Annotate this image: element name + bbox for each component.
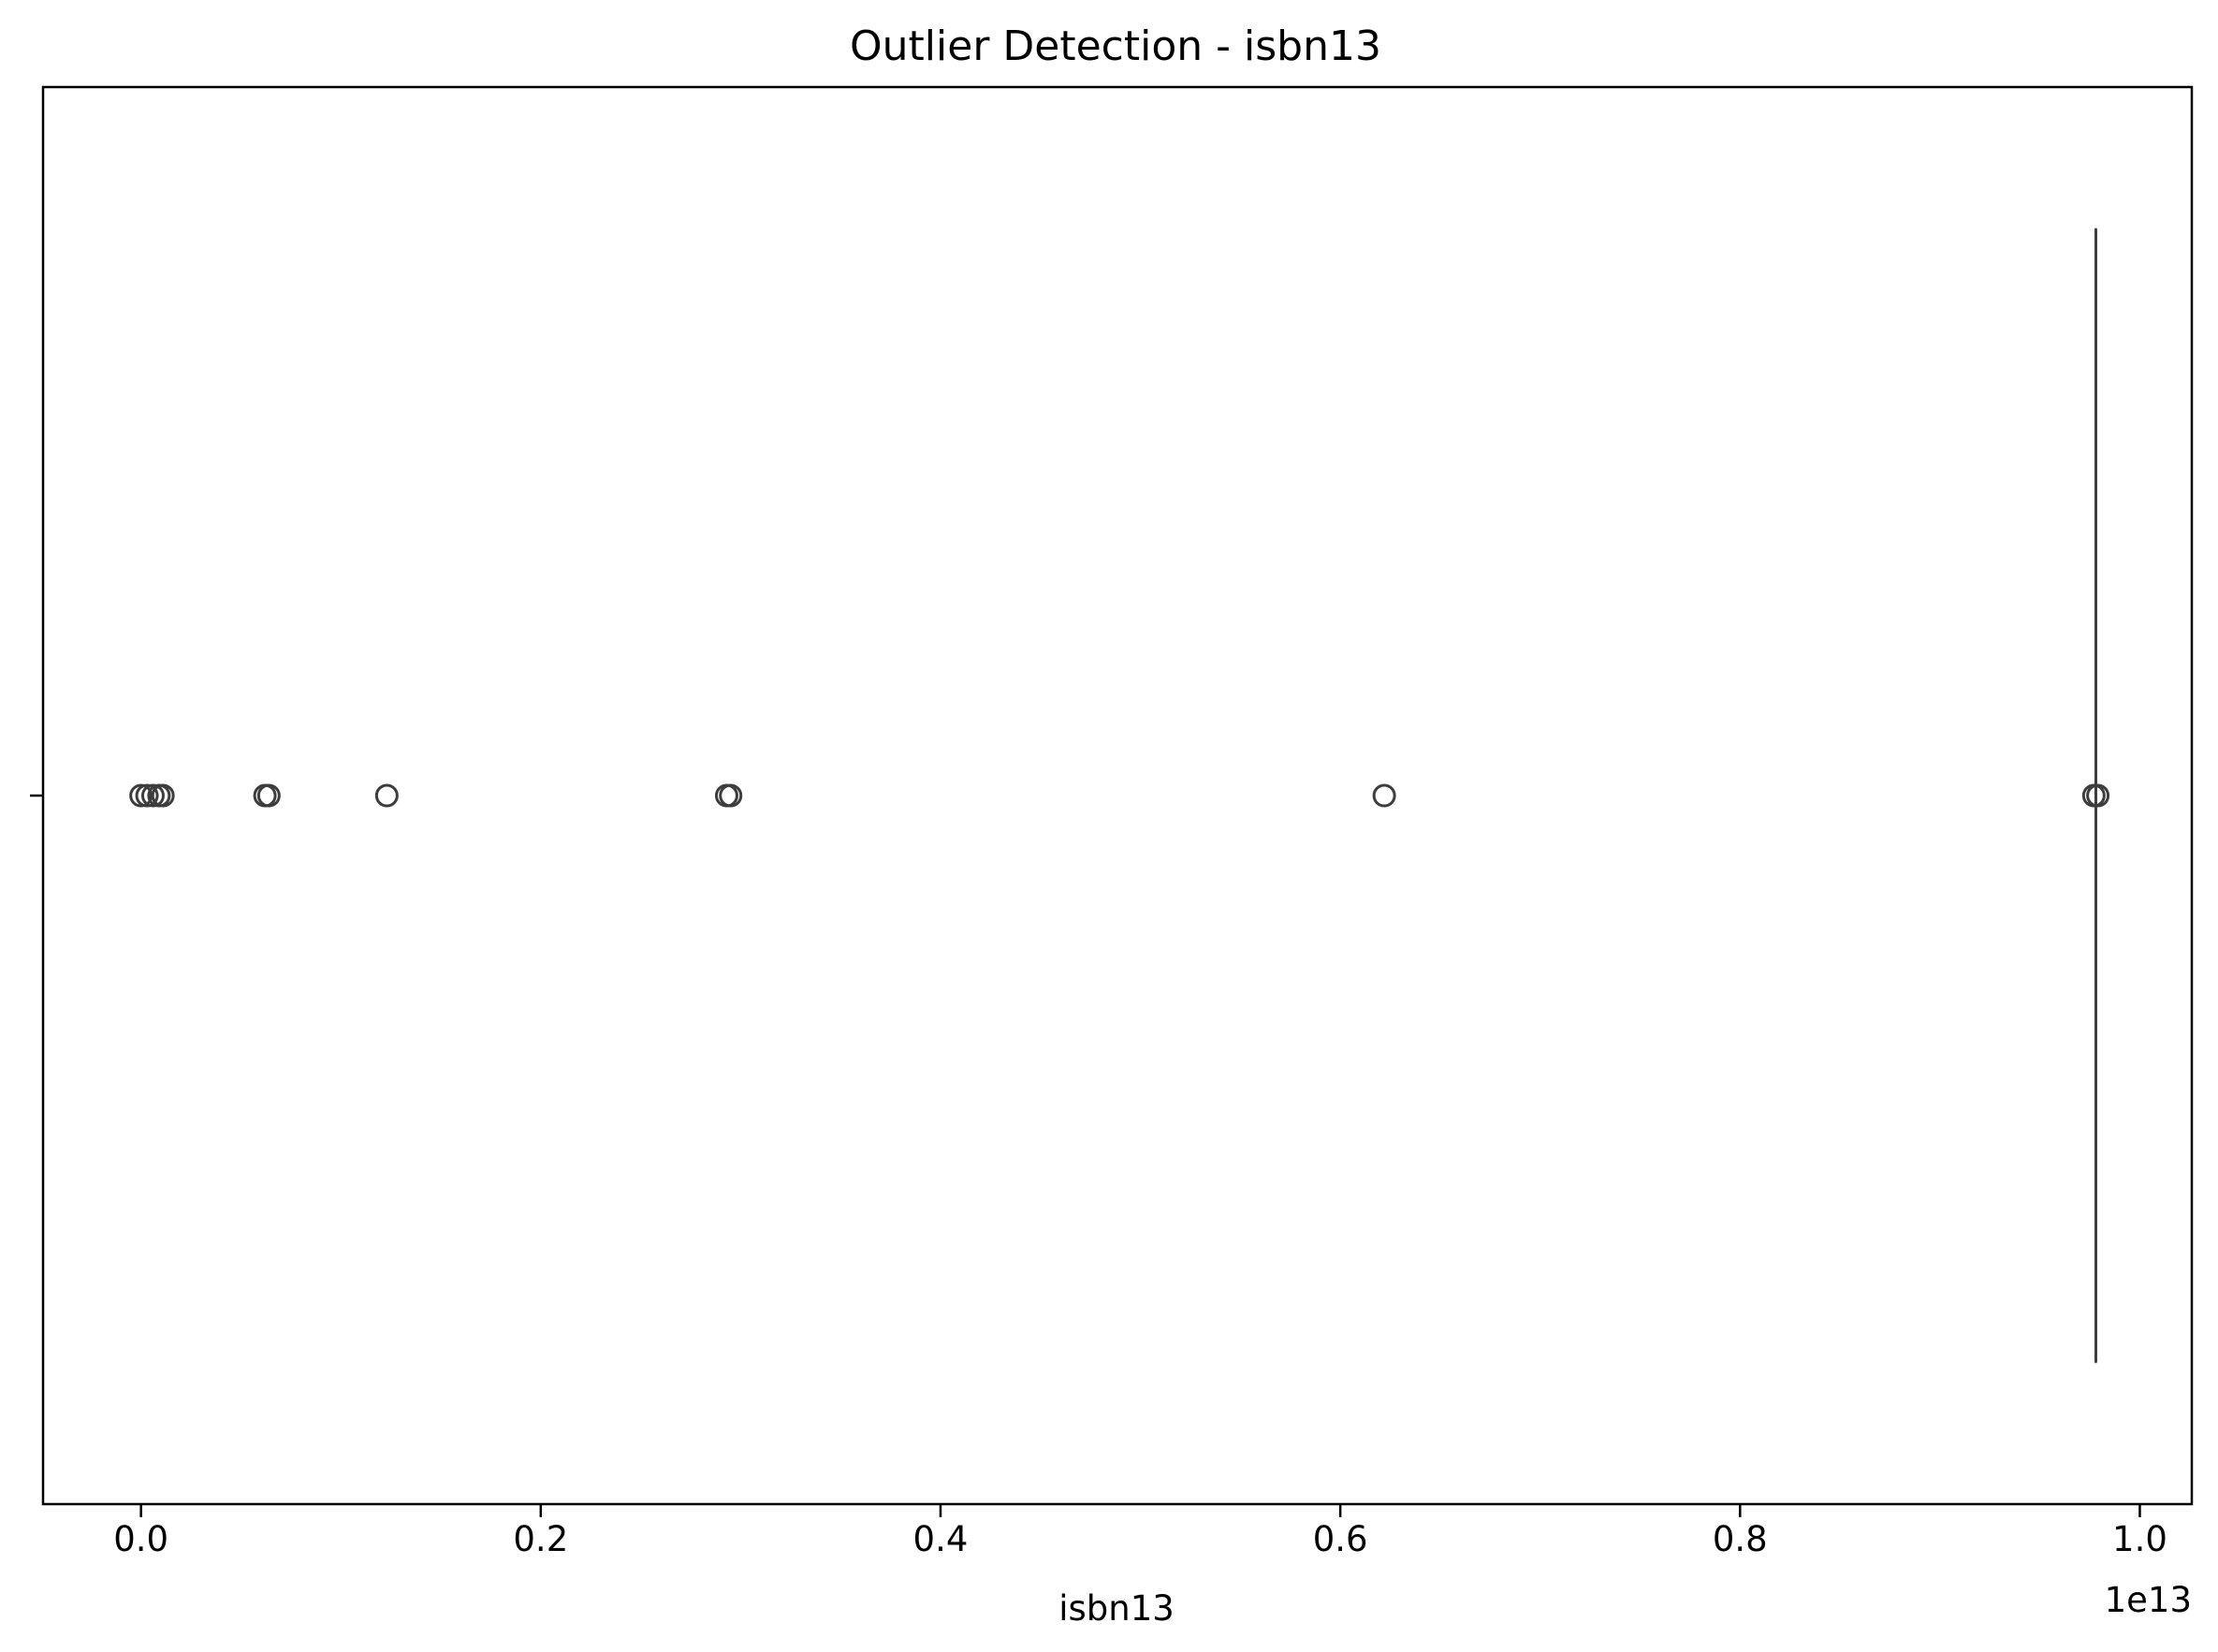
outlier-point (374, 783, 399, 808)
x-tick-label: 0.6 (1313, 1519, 1368, 1559)
outlier-point (2086, 783, 2110, 808)
outlier-point (1372, 783, 1396, 808)
x-tick-label: 0.0 (113, 1519, 168, 1559)
x-tick-label: 0.8 (1713, 1519, 1768, 1559)
axes-frame (41, 85, 2194, 1506)
x-axis-offset-label: 1e13 (2105, 1580, 2192, 1620)
outlier-point (140, 783, 165, 808)
x-tick-label: 1.0 (2112, 1519, 2167, 1559)
outlier-point (135, 783, 159, 808)
x-axis-label: isbn13 (1058, 1588, 1175, 1629)
x-tick-label: 0.4 (913, 1519, 969, 1559)
x-axis: 0.0 0.2 0.4 0.6 0.8 1.0 (113, 1504, 2167, 1559)
plot-area (129, 227, 2110, 1364)
outlier-point (719, 783, 743, 808)
x-tick-label: 0.2 (513, 1519, 568, 1559)
chart-title: Outlier Detection - isbn13 (850, 22, 1381, 70)
outlier-point (256, 783, 281, 808)
outlier-point (151, 783, 175, 808)
